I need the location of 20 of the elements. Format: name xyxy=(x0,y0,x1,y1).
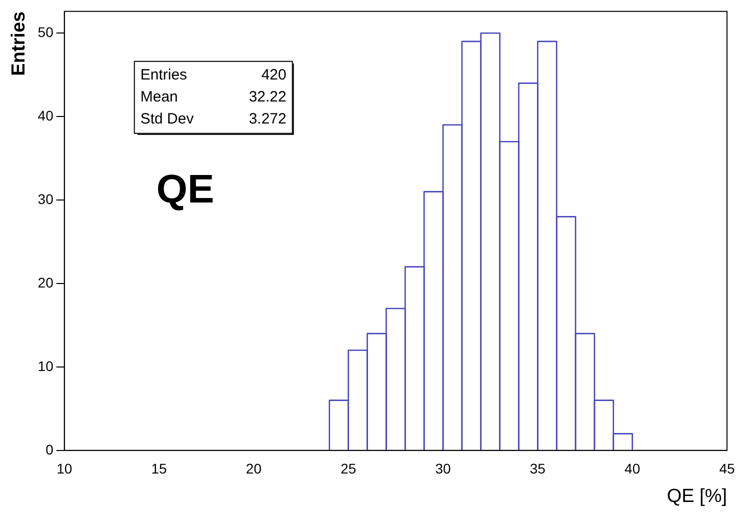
y-tick-label: 50 xyxy=(38,24,54,40)
annotation: QE xyxy=(156,167,214,212)
x-tick-label: 30 xyxy=(435,460,452,477)
x-tick-label: 40 xyxy=(624,460,640,477)
y-tick-label: 20 xyxy=(38,274,54,290)
x-tick-label: 20 xyxy=(246,460,262,477)
y-tick-label: 30 xyxy=(38,190,54,207)
text: Mean 32.22 xyxy=(140,88,286,106)
text: Entries 420 xyxy=(140,66,286,84)
x-axis-title: QE [%] xyxy=(666,486,727,507)
y-tick-label: 0 xyxy=(46,441,54,458)
text: Std Dev 3.272 xyxy=(140,110,286,128)
y-axis-title: Entries xyxy=(8,11,30,76)
y-tick-label: 10 xyxy=(38,358,54,374)
x-tick-label: 10 xyxy=(56,460,72,477)
y-tick-label: 40 xyxy=(38,107,54,124)
x-tick-label: 25 xyxy=(340,460,356,477)
x-tick-label: 15 xyxy=(151,460,168,477)
x-tick-label: 45 xyxy=(719,460,735,477)
x-tick-label: 35 xyxy=(530,460,546,477)
